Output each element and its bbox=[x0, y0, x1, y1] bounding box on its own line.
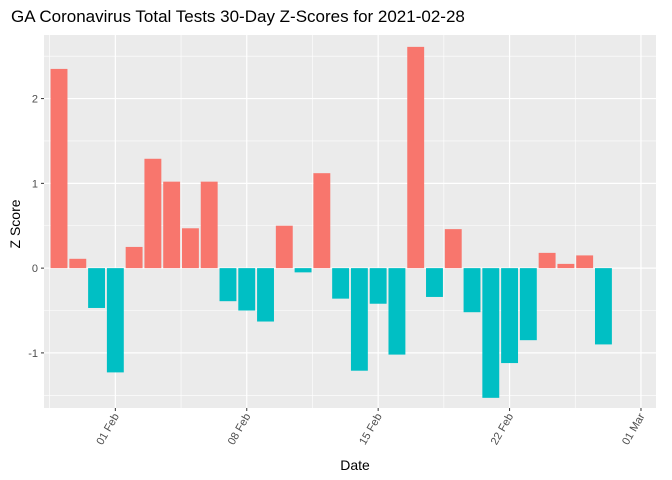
x-axis-ticks: 01 Feb 08 Feb 15 Feb 22 Feb 01 Mar bbox=[94, 408, 648, 448]
x-tick-label: 22 Feb bbox=[489, 412, 517, 448]
chart-title: GA Coronavirus Total Tests 30-Day Z-Scor… bbox=[11, 7, 465, 26]
y-axis-ticks: -1 0 1 2 bbox=[28, 94, 44, 360]
x-tick-label: 01 Mar bbox=[620, 411, 648, 447]
plot-panel bbox=[44, 35, 656, 408]
bar-2021-01-31 bbox=[88, 268, 106, 308]
bar-2021-02-19 bbox=[444, 229, 462, 269]
y-tick-label: 0 bbox=[32, 263, 38, 275]
bar-2021-02-09 bbox=[257, 268, 274, 322]
bar-2021-02-11 bbox=[294, 268, 312, 273]
bar-2021-02-15 bbox=[369, 268, 387, 304]
bar-2021-02-24 bbox=[538, 252, 556, 269]
bar-2021-02-25 bbox=[557, 263, 575, 269]
bar-2021-02-20 bbox=[463, 268, 481, 313]
bar-2021-01-30 bbox=[69, 258, 87, 269]
bar-2021-02-05 bbox=[181, 228, 199, 269]
y-tick-label: -1 bbox=[28, 348, 38, 360]
bar-2021-01-29 bbox=[50, 68, 68, 269]
bar-2021-02-22 bbox=[501, 268, 519, 364]
y-tick-label: 2 bbox=[32, 94, 38, 106]
bar-2021-02-07 bbox=[219, 268, 237, 302]
y-tick-label: 1 bbox=[32, 178, 38, 190]
bar-2021-02-06 bbox=[200, 181, 218, 269]
bar-2021-02-13 bbox=[332, 268, 350, 299]
x-axis-title: Date bbox=[340, 457, 370, 473]
bar-2021-02-18 bbox=[426, 268, 443, 297]
bars bbox=[50, 46, 612, 398]
bar-2021-02-03 bbox=[144, 158, 162, 269]
bar-2021-02-23 bbox=[519, 268, 537, 341]
x-tick-label: 01 Feb bbox=[94, 412, 122, 448]
x-tick-label: 15 Feb bbox=[357, 412, 385, 448]
bar-2021-02-04 bbox=[163, 181, 181, 269]
x-tick-label: 08 Feb bbox=[226, 412, 254, 448]
bar-2021-02-12 bbox=[313, 173, 331, 269]
y-axis-title: Z Score bbox=[7, 199, 23, 248]
bar-2021-02-27 bbox=[594, 268, 612, 345]
bar-2021-02-02 bbox=[125, 246, 143, 269]
bar-2021-02-14 bbox=[350, 268, 368, 371]
bar-2021-02-26 bbox=[576, 255, 594, 269]
bar-2021-02-16 bbox=[388, 268, 406, 355]
bar-2021-02-21 bbox=[482, 268, 500, 398]
bar-2021-02-08 bbox=[238, 268, 256, 311]
bar-2021-02-17 bbox=[407, 46, 425, 269]
bar-2021-02-01 bbox=[106, 268, 124, 373]
bar-2021-02-10 bbox=[275, 225, 293, 269]
